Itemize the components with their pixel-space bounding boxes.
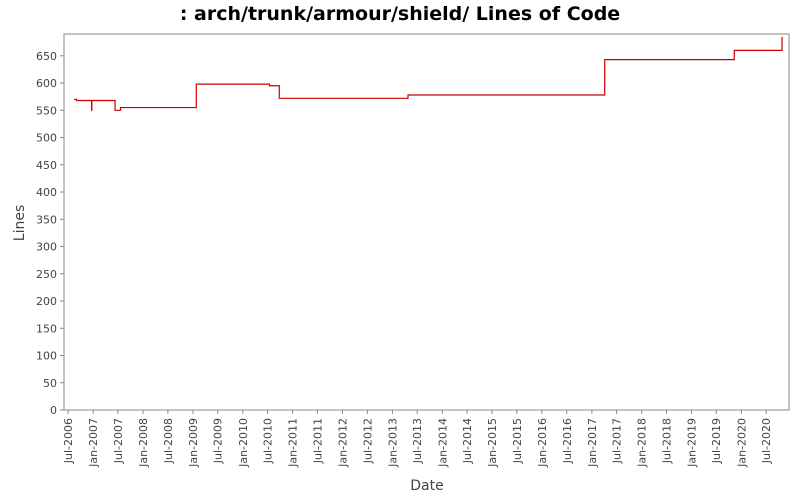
y-tick-label: 50 <box>43 377 57 390</box>
x-tick-label: Jul-2018 <box>660 418 673 464</box>
x-tick-label: Jul-2009 <box>212 418 225 464</box>
x-tick-label: Jan-2017 <box>586 418 599 468</box>
y-tick-label: 400 <box>36 186 57 199</box>
x-tick-label: Jul-2014 <box>461 418 474 464</box>
x-tick-label: Jan-2011 <box>287 418 300 468</box>
y-tick-label: 600 <box>36 77 57 90</box>
x-tick-label: Jul-2010 <box>262 418 275 464</box>
series-line <box>74 36 783 111</box>
x-tick-label: Jan-2020 <box>735 418 748 468</box>
y-tick-label: 0 <box>50 404 57 417</box>
x-tick-label: Jul-2011 <box>311 418 324 464</box>
x-tick-label: Jul-2007 <box>112 418 125 464</box>
y-tick-label: 550 <box>36 104 57 117</box>
x-tick-label: Jan-2010 <box>237 418 250 468</box>
x-tick-label: Jul-2019 <box>710 418 723 464</box>
x-tick-label: Jan-2016 <box>536 418 549 468</box>
y-tick-label: 200 <box>36 295 57 308</box>
y-tick-label: 100 <box>36 350 57 363</box>
x-tick-label: Jan-2018 <box>636 418 649 468</box>
x-tick-label: Jan-2015 <box>486 418 499 468</box>
x-tick-label: Jul-2016 <box>561 418 574 464</box>
x-axis: Jul-2006 Jan-2007 Jul-2007 Jan-2008 Jul-2008… <box>62 410 773 468</box>
y-tick-label: 350 <box>36 213 57 226</box>
y-tick-label: 450 <box>36 159 57 172</box>
y-tick-label: 650 <box>36 50 57 63</box>
y-tick-label: 300 <box>36 241 57 254</box>
x-tick-label: Jul-2017 <box>611 418 624 464</box>
x-tick-label: Jan-2019 <box>686 418 699 468</box>
y-tick-label: 150 <box>36 322 57 335</box>
x-tick-label: Jan-2008 <box>137 418 150 468</box>
x-tick-label: Jul-2006 <box>62 418 75 464</box>
y-axis-label: Lines <box>12 205 28 241</box>
y-tick-label: 500 <box>36 132 57 145</box>
x-tick-label: Jul-2015 <box>511 418 524 464</box>
y-tick-label: 250 <box>36 268 57 281</box>
x-tick-label: Jan-2007 <box>87 418 100 468</box>
x-tick-label: Jul-2008 <box>162 418 175 464</box>
x-axis-label: Date <box>410 478 443 494</box>
x-tick-label: Jul-2013 <box>411 418 424 464</box>
y-axis: 0 50 100 150 200 250 300 350 400 450 500 550 600 650 <box>36 50 64 417</box>
x-tick-label: Jan-2013 <box>386 418 399 468</box>
x-tick-label: Jul-2012 <box>361 418 374 464</box>
x-tick-label: Jul-2020 <box>760 418 773 464</box>
x-tick-label: Jan-2012 <box>336 418 349 468</box>
chart-title: : arch/trunk/armour/shield/ Lines of Cod… <box>180 3 620 25</box>
x-tick-label: Jan-2009 <box>187 418 200 468</box>
series-group <box>74 36 783 111</box>
plot-area <box>63 33 790 411</box>
x-tick-label: Jan-2014 <box>436 418 449 468</box>
